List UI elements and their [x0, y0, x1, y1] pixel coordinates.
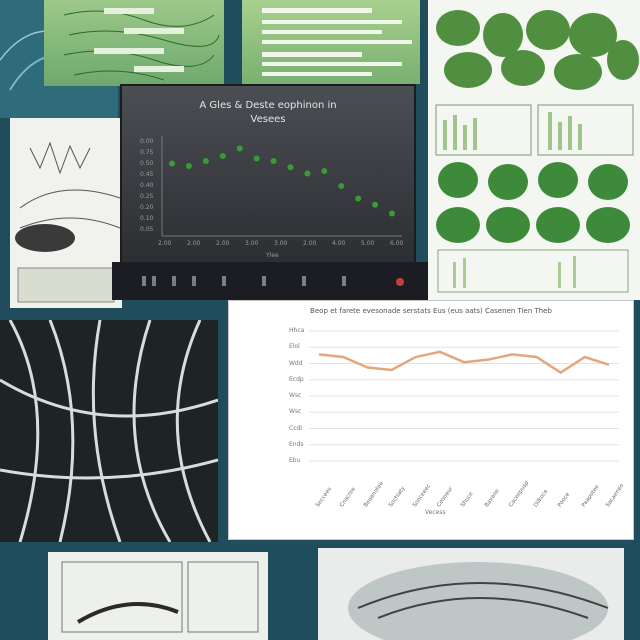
dark-chart-plot: [161, 136, 402, 237]
dark-chart-x-label: Ylee: [266, 252, 279, 259]
dark-chart-point: [304, 170, 311, 177]
dark-chart-x-tick: 4.00: [332, 240, 346, 247]
line-chart-y-tick: Wsc: [289, 408, 302, 416]
dark-chart-x-tick: 3.00: [274, 240, 288, 247]
line-chart-y-tick: Ccdl: [289, 424, 302, 432]
dark-chart-y-tick: 0.75: [140, 149, 154, 156]
dark-chart-x-tick: 2.00: [158, 240, 172, 247]
dark-chart-point: [270, 158, 277, 164]
dark-chart-y-tick: 0.50: [140, 160, 154, 167]
dark-chart-point: [169, 160, 175, 167]
line-chart-y-tick: Ends: [289, 440, 304, 448]
dark-chart-y-tick: 0.20: [140, 204, 154, 211]
dark-chart-x-tick: 2.00: [187, 240, 201, 247]
dark-chart-point: [253, 155, 260, 162]
line-chart-y-tick: Hhca: [289, 327, 305, 334]
dark-chart-x-tick: 2.00: [303, 240, 317, 247]
dark-chart-x-tick: 6.00: [390, 240, 404, 247]
line-chart-plot: [309, 330, 619, 462]
line-chart-title: Beop et farete evesonade serstats Eus (e…: [310, 307, 552, 315]
collage-panel-shell-sketch: [318, 548, 624, 640]
dark-chart-x-tick: 2.00: [216, 240, 230, 247]
dark-chart-point: [372, 201, 379, 208]
line-chart-y-tick: Wsc: [289, 392, 302, 399]
dark-chart-title-line1: A Gles & Deste eophinon in: [199, 100, 337, 111]
collage-panel-table-sketch: [48, 552, 268, 640]
dark-chart-point: [338, 183, 345, 189]
dark-chart-y-tick: 0.05: [140, 226, 154, 233]
dark-chart-point: [321, 168, 328, 174]
collage-panel-plant-illustrations: [428, 0, 640, 300]
dark-chart-x-tick: 5.00: [361, 240, 375, 247]
dark-chart-y-tick: 0.40: [140, 182, 154, 189]
line-chart-y-tick: Wdd: [289, 359, 303, 367]
line-chart-y-tick: Ebu: [289, 457, 301, 464]
dark-chart-title-line2: Vesees: [250, 114, 286, 125]
dark-chart-point: [202, 158, 209, 164]
dark-chart-point: [185, 163, 192, 169]
line-chart-x-label: Vecess: [425, 509, 446, 516]
dark-chart-y-tick: 0.25: [140, 193, 154, 200]
dark-chart-point: [236, 145, 243, 152]
line-chart-panel: Beop et farete evesonade serstats Eus (e…: [228, 300, 634, 540]
dark-chart-y-tick: 0.00: [140, 138, 154, 145]
dark-chart-y-tick: 0.45: [140, 171, 154, 178]
dark-chart-x-tick: 3.00: [245, 240, 259, 247]
collage-panel-sketch: [10, 118, 122, 308]
dark-chart-point: [355, 195, 362, 202]
dark-scatter-chart: A Gles & Deste eophinon in Vesees 0.00 0.…: [120, 84, 416, 268]
dark-chart-point: [219, 153, 226, 159]
collage-panel-etching: [0, 320, 218, 542]
collage-panel-green-text: [242, 0, 420, 84]
dark-chart-y-tick: 0.10: [140, 215, 154, 222]
dark-chart-point: [389, 210, 395, 217]
collage-panel-dark-strip: [112, 262, 428, 300]
line-chart-y-tick: Ecdp: [289, 375, 304, 383]
collage-panel-green-diagram: [44, 0, 224, 86]
dark-chart-point: [287, 164, 294, 171]
line-chart-series: [318, 350, 610, 375]
line-chart-y-tick: Elol: [289, 343, 300, 351]
